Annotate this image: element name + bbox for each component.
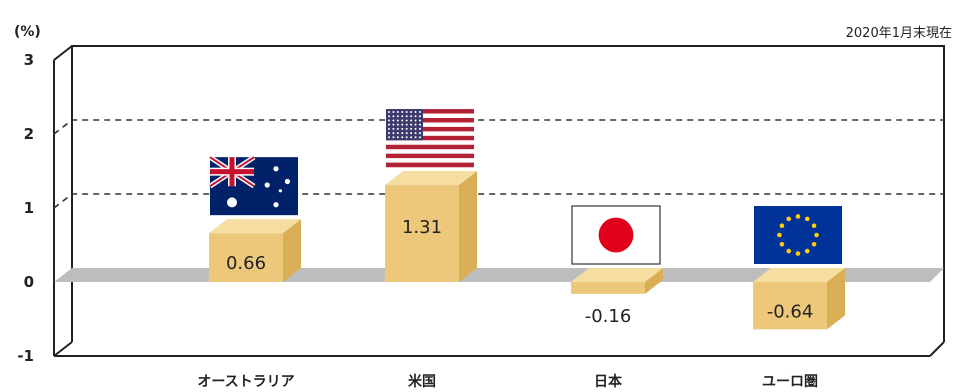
gridline	[53, 119, 944, 135]
bar-4	[753, 268, 845, 330]
bar-2	[385, 171, 477, 282]
date-note: 2020年1月末現在	[845, 26, 952, 41]
axis-depth-bottom	[53, 341, 73, 357]
y-tick-label: 2	[24, 125, 34, 143]
y-axis-unit: (%)	[14, 24, 41, 40]
floor-right-edge	[929, 341, 945, 357]
category-label: ユーロ圏	[762, 374, 818, 390]
y-tick-label: 1	[24, 199, 34, 217]
data-label: 0.66	[226, 253, 266, 274]
eu-flag	[754, 206, 842, 264]
data-label: -0.64	[767, 301, 814, 322]
us-flag	[386, 109, 474, 168]
y-tick-label: 0	[24, 273, 34, 291]
japan-flag	[571, 205, 661, 265]
data-label: -0.16	[585, 306, 632, 327]
axis-depth-top	[53, 45, 73, 61]
category-label: オーストラリア	[197, 374, 294, 390]
chart-frame	[53, 45, 945, 357]
gridline	[53, 193, 944, 209]
bar-3	[571, 268, 663, 294]
data-label: 1.31	[402, 217, 442, 238]
bar-1	[209, 219, 301, 282]
y-tick-label: 3	[24, 51, 34, 69]
category-label: 日本	[594, 373, 623, 390]
australia-flag	[208, 155, 298, 216]
category-label: 米国	[408, 373, 436, 390]
y-tick-label: -1	[17, 347, 34, 365]
